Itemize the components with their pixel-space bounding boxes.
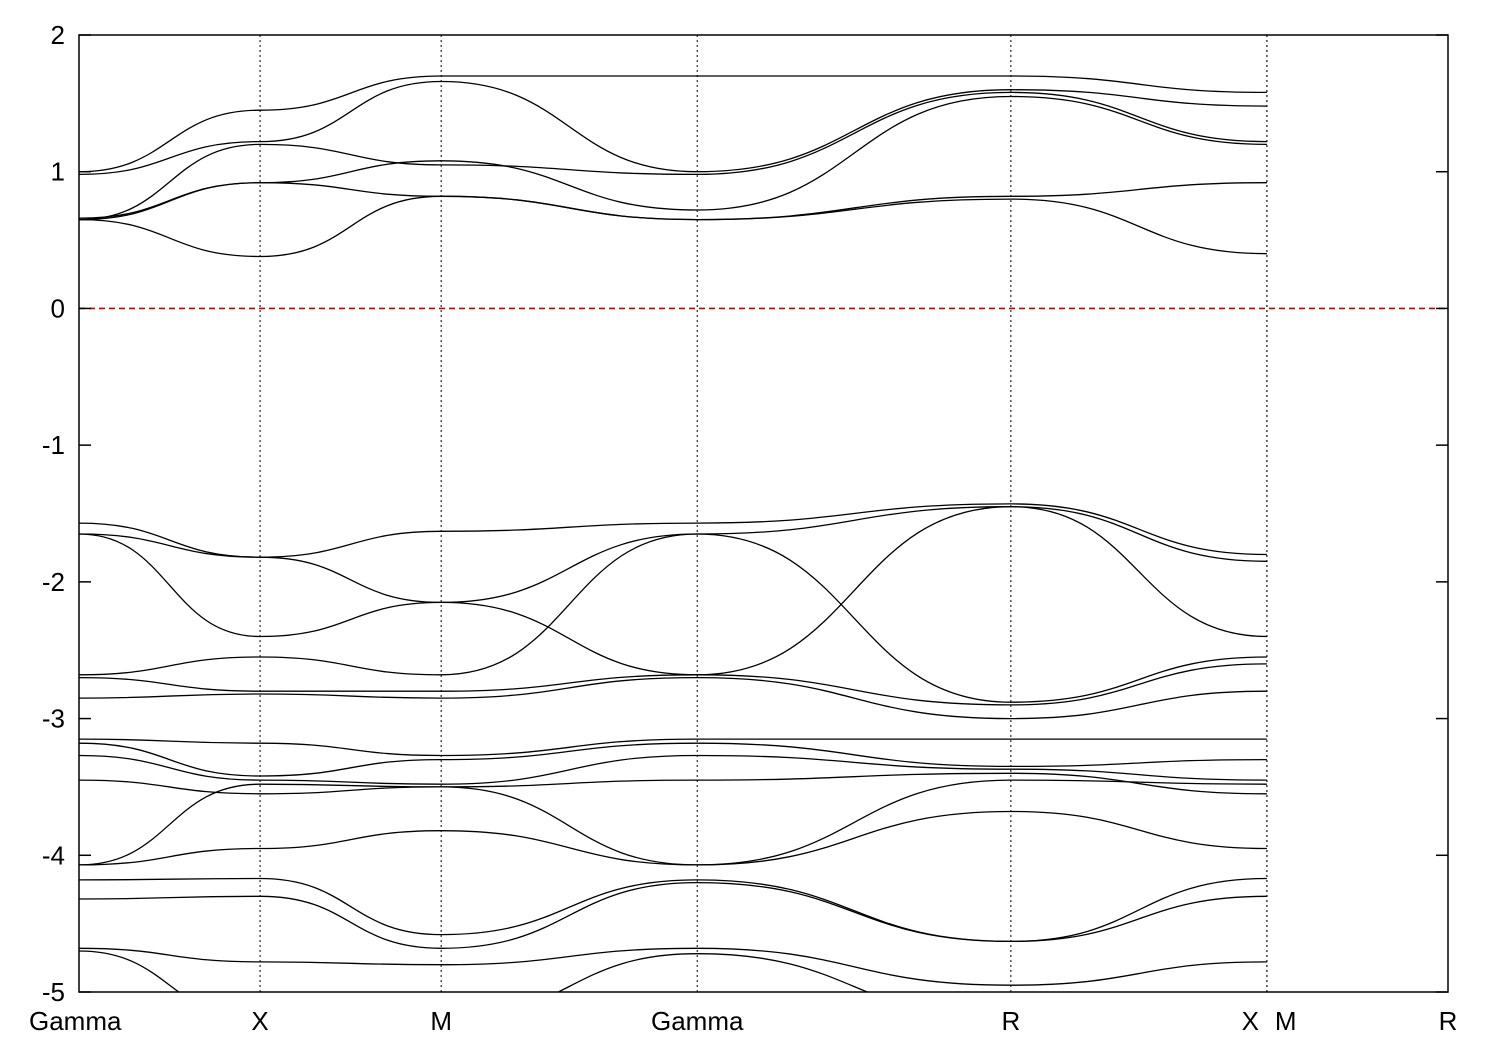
x-axis-ticks: Gamma X M Gamma R X M R [29,1006,1457,1036]
band-line [79,664,1448,705]
y-tick-label: -4 [42,840,65,870]
band-line [79,504,1448,557]
x-tick-label: Gamma [651,1006,744,1036]
y-axis-ticks: -5 -4 -3 -2 -1 0 1 2 [42,20,1448,1007]
band-line [79,739,1448,755]
x-tick-label: R [1439,1006,1458,1036]
band-line [79,948,1448,985]
y-tick-label: -3 [42,704,65,734]
y-tick-label: 1 [51,157,65,187]
y-tick-label: 0 [51,293,65,323]
band-line [79,780,1448,865]
band-line [79,743,1448,776]
y-tick-label: -5 [42,977,65,1007]
band-line [79,76,1448,172]
x-tick-label: M [1275,1006,1297,1036]
band-line [79,678,1448,719]
y-tick-label: -2 [42,567,65,597]
x-tick-label: M [430,1006,452,1036]
x-tick-label: Gamma [29,1006,122,1036]
y-tick-label: 2 [51,20,65,50]
band-line [79,812,1448,865]
plot-frame [78,34,1449,993]
band-line [79,883,1448,949]
band-line [79,97,1448,220]
y-tick-label: -1 [42,430,65,460]
x-tick-label: X [251,1006,268,1036]
band-lines [79,76,1448,1019]
band-line [79,92,1448,219]
k-point-gridlines [259,35,1268,992]
band-line [79,194,1448,257]
band-line [79,879,1448,942]
x-tick-label: X [1242,1006,1259,1036]
band-line [79,79,1448,175]
x-tick-label: R [1001,1006,1020,1036]
